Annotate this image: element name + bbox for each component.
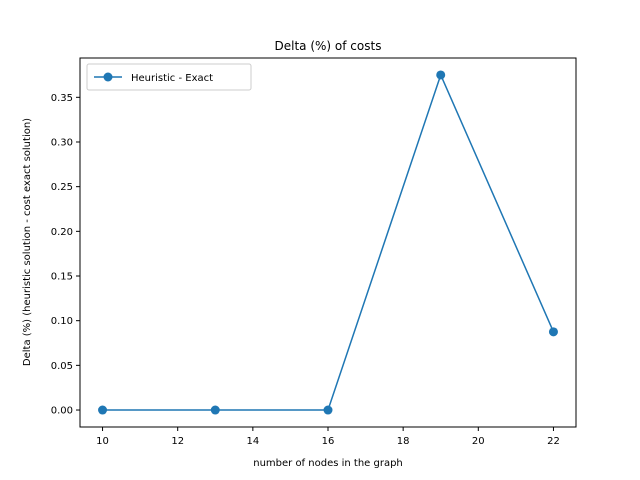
x-tick-label: 18	[397, 436, 410, 447]
y-tick-label: 0.30	[51, 137, 73, 148]
x-tick-label: 10	[96, 436, 109, 447]
chart-title: Delta (%) of costs	[275, 39, 382, 53]
x-axis-label: number of nodes in the graph	[253, 458, 403, 469]
y-tick-label: 0.15	[51, 272, 73, 283]
y-axis-label: Delta (%) (heuristic solution - cost exa…	[22, 118, 33, 366]
y-tick-label: 0.10	[51, 316, 73, 327]
x-tick-label: 20	[472, 436, 485, 447]
legend: Heuristic - Exact	[86, 63, 252, 91]
legend-marker-sample	[103, 72, 113, 82]
data-point	[323, 405, 333, 415]
x-tick-label: 22	[547, 436, 560, 447]
y-tick-label: 0.35	[51, 93, 73, 104]
legend-label: Heuristic - Exact	[131, 73, 213, 84]
data-point	[436, 70, 446, 80]
data-point	[548, 327, 558, 337]
plot-frame	[79, 57, 577, 428]
x-tick-label: 14	[246, 436, 259, 447]
legend-box	[86, 63, 252, 91]
y-tick-label: 0.05	[51, 361, 73, 372]
y-tick-label: 0.25	[51, 182, 73, 193]
data-point	[98, 405, 108, 415]
y-tick-label: 0.00	[51, 406, 73, 417]
plot-area: 10 12 14 16 18 20 22 0.00 0.05 0.10 0.15 0.20 0.25 0.…	[51, 57, 577, 447]
data-point	[210, 405, 220, 415]
x-tick-label: 12	[171, 436, 184, 447]
x-tick-label: 16	[322, 436, 335, 447]
y-tick-label: 0.20	[51, 227, 73, 238]
